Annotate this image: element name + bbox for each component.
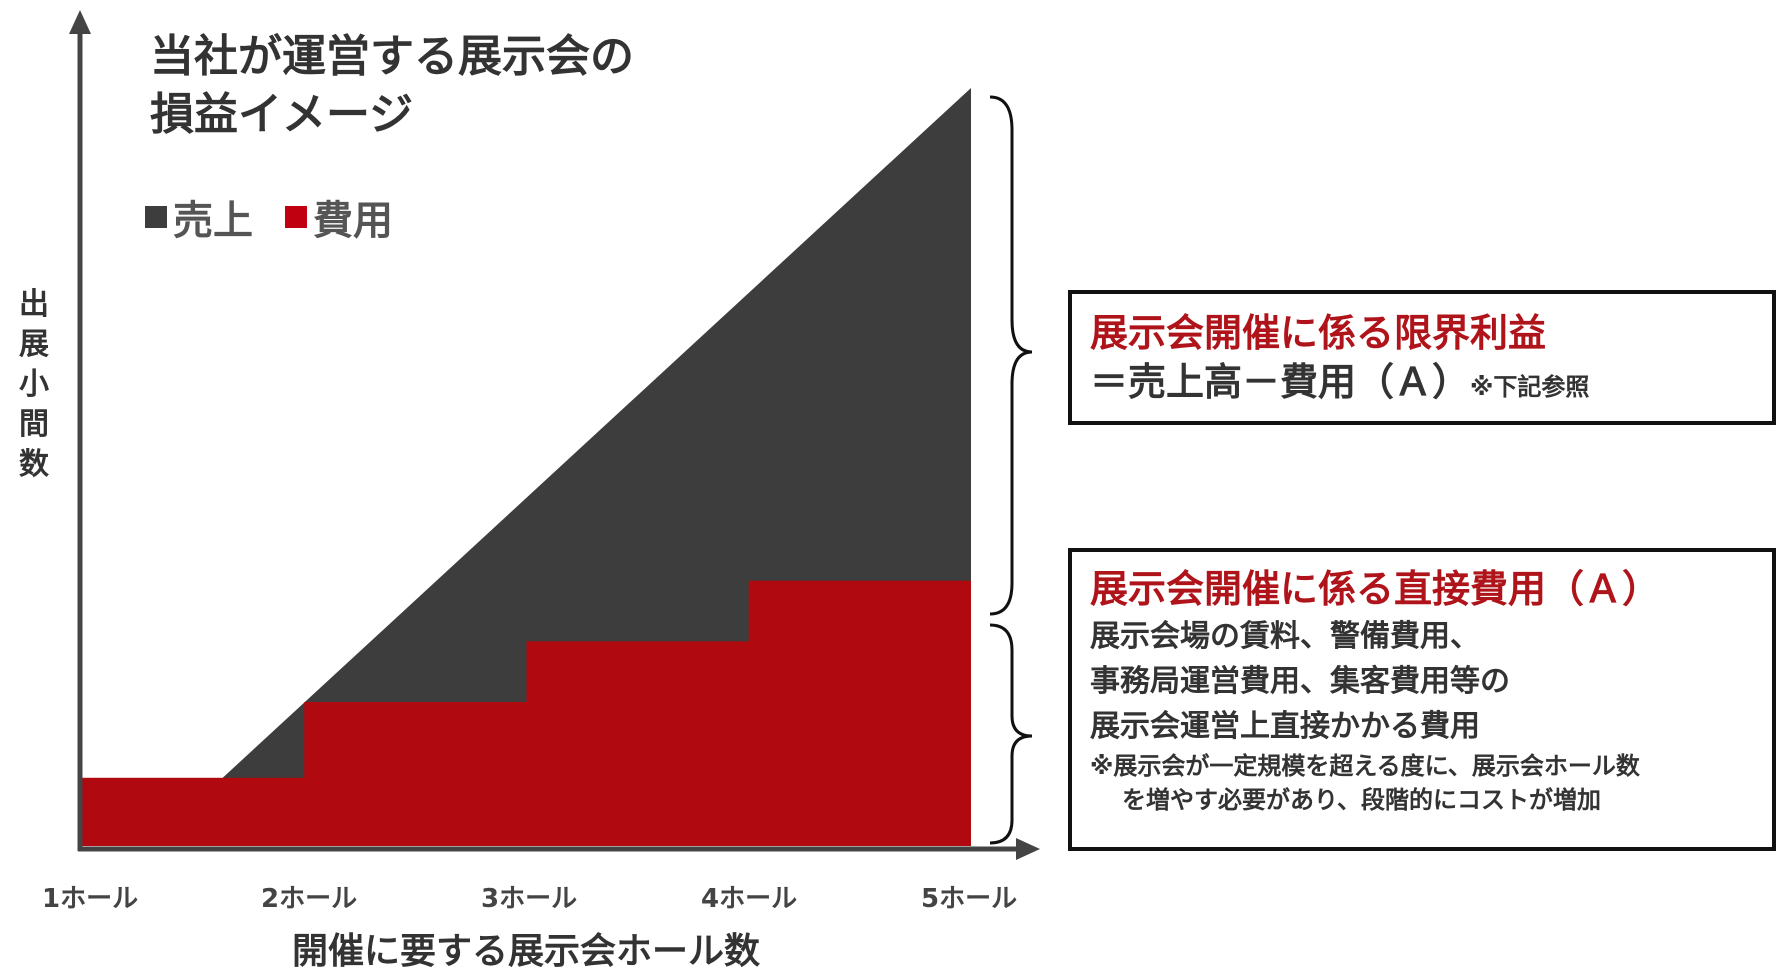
legend-item-sales: 売上	[145, 188, 253, 246]
cost-note-line-1: ※展示会が一定規模を超える度に、展示会ホール数	[1090, 752, 1640, 780]
y-label-char: 間	[19, 407, 49, 442]
cost-note-line-2: を増やす必要があり、段階的にコストが増加	[1122, 786, 1602, 814]
x-tick-label: 3ホール	[481, 884, 578, 914]
profit-annotation-box: 展示会開催に係る限界利益 ＝売上高－費用（Ａ）※下記参照	[1068, 290, 1776, 425]
chart-title: 当社が運営する展示会の 損益イメージ	[150, 28, 634, 144]
profit-title: 展示会開催に係る限界利益	[1090, 311, 1547, 355]
profit-formula-row: ＝売上高－費用（Ａ）※下記参照	[1090, 358, 1754, 411]
y-label-char: 展	[19, 327, 49, 362]
legend-label-cost: 費用	[313, 198, 393, 244]
cost-step-4	[748, 580, 971, 846]
cost-brace	[989, 623, 1033, 845]
x-tick-label: 1ホール	[42, 884, 139, 914]
cost-annotation-box: 展示会開催に係る直接費用（Ａ） 展示会場の賃料、警備費用、 事務局運営費用、集客…	[1068, 548, 1776, 851]
y-label-char: 小	[19, 367, 49, 402]
legend-swatch-cost	[285, 206, 307, 228]
title-line-2: 損益イメージ	[150, 89, 414, 140]
legend: 売上 費用	[145, 188, 415, 246]
profit-ref: ※下記参照	[1470, 373, 1590, 401]
x-tick-label: 5ホール	[921, 884, 1018, 914]
y-label-char: 出	[19, 287, 49, 322]
legend-item-cost: 費用	[285, 188, 393, 246]
cost-line: 展示会場の賃料、警備費用、	[1090, 619, 1480, 654]
legend-swatch-sales	[145, 206, 167, 228]
x-tick-label: 2ホール	[261, 884, 358, 914]
legend-label-sales: 売上	[173, 198, 253, 244]
x-tick-label: 4ホール	[701, 884, 798, 914]
x-axis-label: 開催に要する展示会ホール数	[292, 931, 761, 972]
cost-note-row-2: を増やす必要があり、段階的にコストが増加	[1090, 783, 1754, 817]
cost-step-1	[82, 777, 306, 846]
cost-line: 事務局運営費用、集客費用等の	[1090, 664, 1510, 699]
cost-step-2	[304, 701, 528, 846]
plot-layer	[82, 88, 972, 846]
y-axis-label: 出 展 小 間 数	[14, 285, 54, 485]
cost-line: 展示会運営上直接かかる費用	[1090, 709, 1480, 744]
profit-brace	[989, 95, 1033, 616]
y-label-char: 数	[19, 447, 49, 482]
cost-step-3	[526, 641, 750, 846]
cost-title: 展示会開催に係る直接費用（Ａ）	[1090, 567, 1661, 611]
y-axis-arrow-icon	[69, 10, 91, 34]
profit-formula: ＝売上高－費用（Ａ）	[1090, 360, 1471, 404]
title-line-1: 当社が運営する展示会の	[150, 31, 634, 82]
x-axis-arrow-icon	[1016, 838, 1040, 860]
